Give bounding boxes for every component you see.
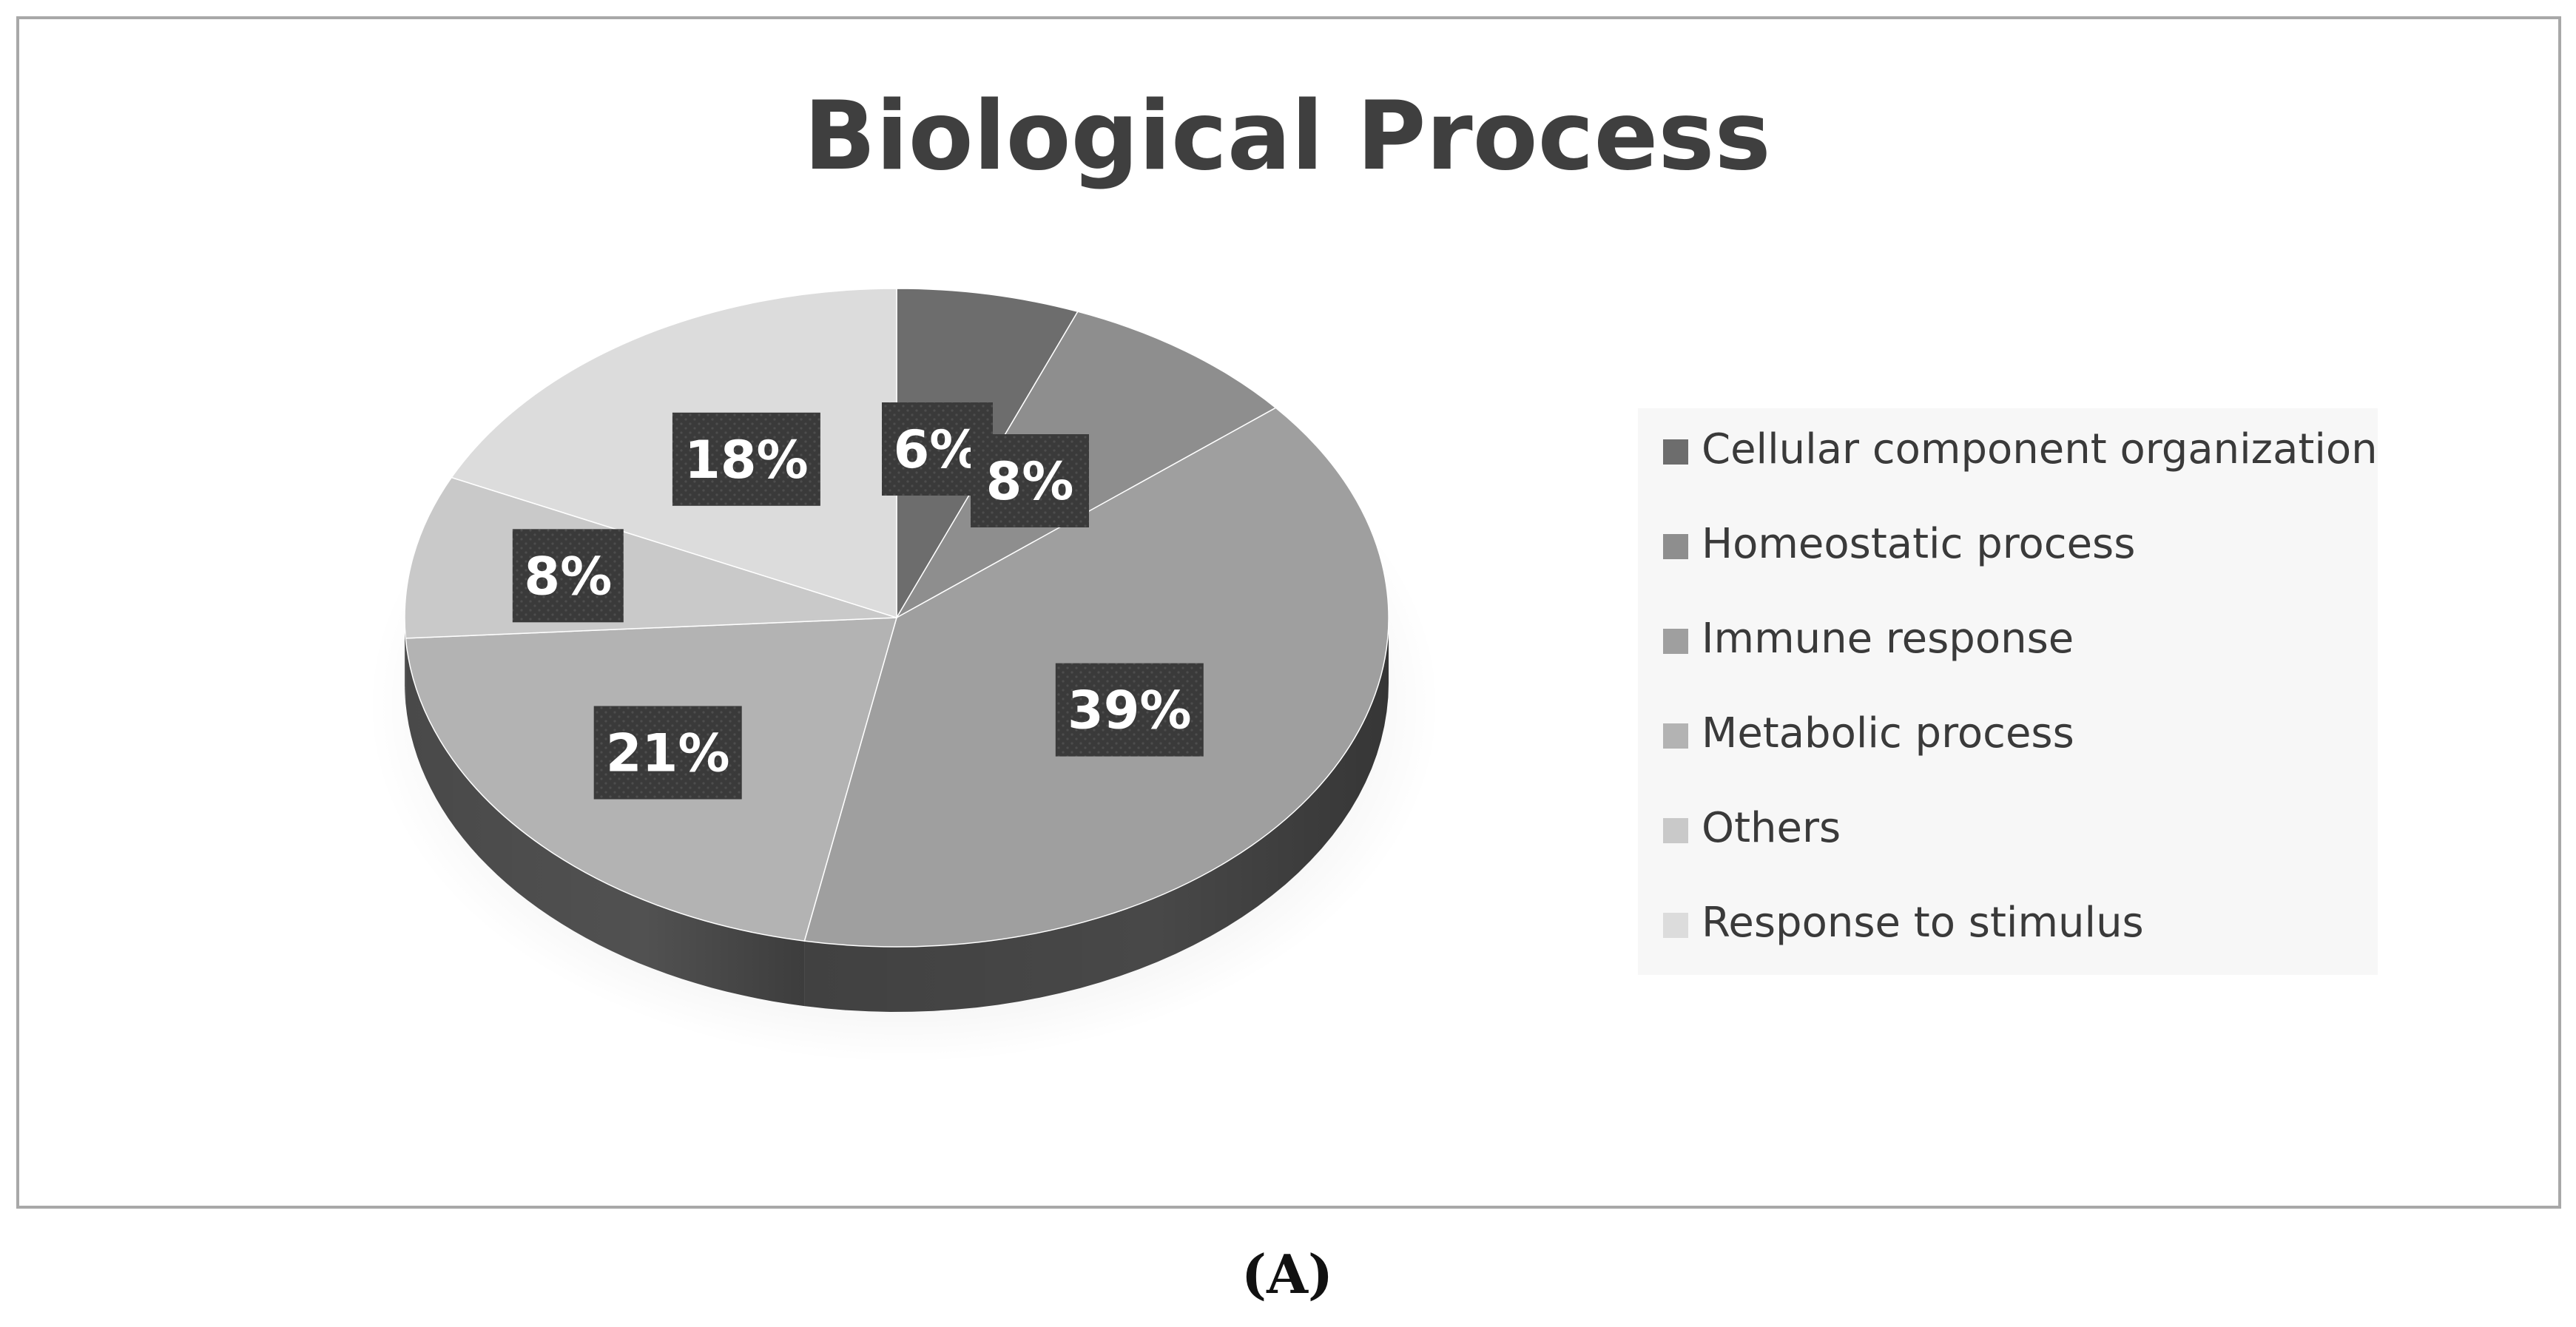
- legend-swatch-4: [1663, 818, 1688, 843]
- legend-swatch-0: [1663, 439, 1688, 465]
- legend-label-3: Metabolic process: [1702, 709, 2074, 757]
- figure-caption: (A): [1241, 1243, 1333, 1306]
- data-label-5: 18%: [684, 430, 809, 490]
- data-label-box-4: [512, 529, 624, 623]
- data-label-3: 21%: [606, 723, 730, 784]
- chart-title: Biological Process: [803, 81, 1770, 192]
- data-label-box-1: [971, 434, 1089, 527]
- data-label-1: 8%: [986, 451, 1074, 512]
- data-label-box-2: [1055, 663, 1204, 757]
- legend-label-0: Cellular component organization: [1702, 425, 2378, 473]
- legend-label-1: Homeostatic process: [1702, 520, 2135, 568]
- pie-side-shade-2: [804, 618, 1389, 1012]
- legend-label-2: Immune response: [1702, 615, 2074, 663]
- pie-side-shade-3: [405, 638, 805, 1007]
- data-label-box-5: [672, 412, 820, 506]
- data-label-2: 39%: [1068, 681, 1192, 741]
- data-label-box-3: [593, 706, 742, 800]
- legend-label-4: Others: [1702, 804, 1841, 852]
- legend-swatch-3: [1663, 723, 1688, 749]
- legend-swatch-2: [1663, 629, 1688, 654]
- legend-swatch-5: [1663, 913, 1688, 938]
- data-label-0: 6%: [894, 419, 982, 480]
- pie-chart: 6%8%39%21%8%18%: [368, 288, 1440, 1064]
- legend-label-5: Response to stimulus: [1702, 899, 2144, 947]
- legend-box: [1638, 408, 2378, 975]
- data-label-4: 8%: [524, 546, 612, 607]
- legend: Cellular component organization Homeostat…: [1638, 408, 2378, 975]
- legend-swatch-1: [1663, 534, 1688, 559]
